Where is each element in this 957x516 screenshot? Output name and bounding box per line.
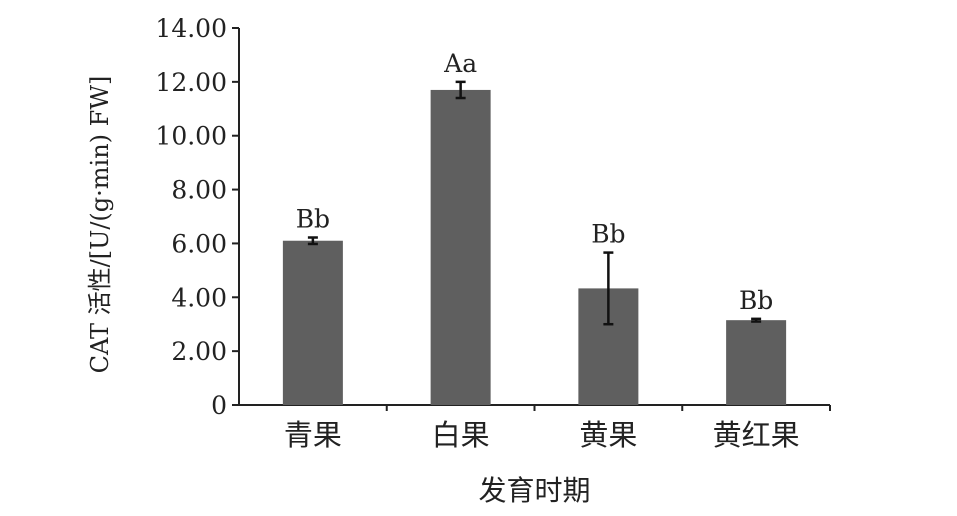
y-tick-label: 14.00 xyxy=(155,14,227,43)
y-tick-label: 8.00 xyxy=(171,176,227,205)
bar xyxy=(726,320,787,405)
x-tick-label: 黄果 xyxy=(579,418,637,452)
bars xyxy=(282,89,787,405)
x-axis: 青果 白果 黄果 黄红果 xyxy=(239,404,831,452)
y-tick-label: 6.00 xyxy=(171,229,227,258)
x-tick-label: 青果 xyxy=(284,418,342,452)
y-tick-label: 0 xyxy=(211,391,227,420)
x-tick-label: 白果 xyxy=(432,418,490,452)
bar xyxy=(430,89,491,405)
y-tick-label: 12.00 xyxy=(155,68,227,97)
x-axis-title: 发育时期 xyxy=(478,474,590,507)
bar xyxy=(282,240,343,405)
x-tick-label: 黄红果 xyxy=(713,418,800,452)
significance-label: Bb xyxy=(296,205,330,234)
y-tick-label: 4.00 xyxy=(171,283,227,312)
significance-label: Aa xyxy=(443,49,477,78)
significance-label: Bb xyxy=(739,286,773,315)
significance-label: Bb xyxy=(591,220,625,249)
y-axis: 0 2.00 4.00 6.00 8.00 10.00 12.00 14.00 xyxy=(155,14,240,420)
significance-labels: Bb Aa Bb Bb xyxy=(296,49,774,315)
error-bars xyxy=(307,80,762,326)
y-tick-label: 10.00 xyxy=(155,122,227,151)
y-axis-title: CAT 活性/[U/(g·min) FW] xyxy=(86,76,114,374)
y-tick-label: 2.00 xyxy=(171,337,227,366)
